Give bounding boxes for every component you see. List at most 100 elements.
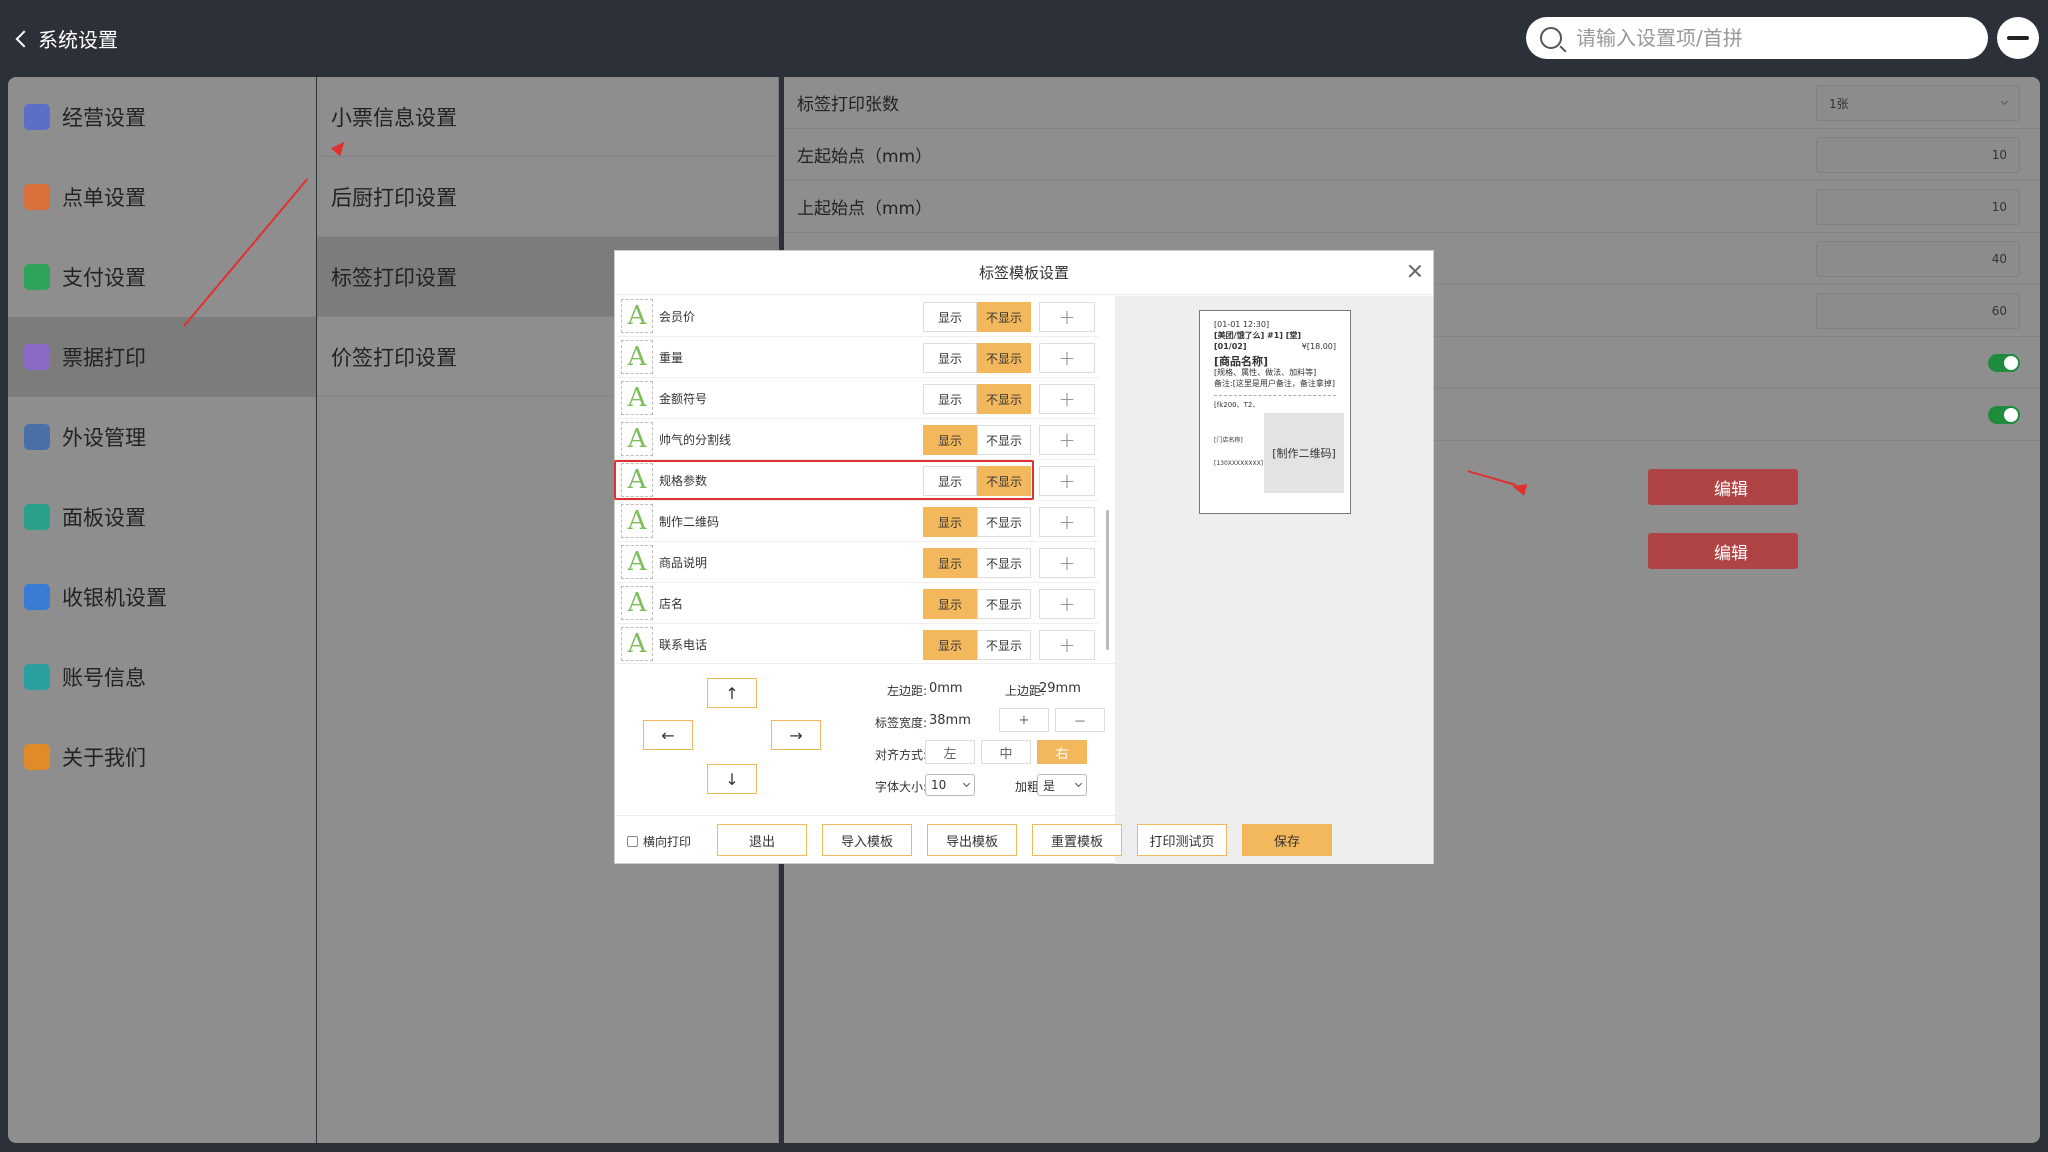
field-name: 商品说明 (659, 555, 708, 570)
hide-button[interactable]: 不显示 (977, 384, 1031, 414)
printer-icon (24, 344, 50, 370)
sidebar-item-3[interactable]: 票据打印 (8, 317, 316, 397)
hide-button[interactable]: 不显示 (977, 343, 1031, 373)
landscape-print-label: 横向打印 (643, 835, 692, 849)
bold-select[interactable]: 是 (1037, 774, 1087, 796)
settings-value-input[interactable]: 40 (1816, 241, 2020, 277)
sidebar-item-5[interactable]: 面板设置 (8, 477, 316, 557)
hide-button[interactable]: 不显示 (977, 589, 1031, 619)
toggle-switch[interactable] (1988, 354, 2020, 372)
settings-row-value: 40 (1991, 252, 2007, 266)
show-button[interactable]: 显示 (923, 548, 977, 578)
preview-price: ¥[18.00] (1301, 342, 1336, 351)
search-icon (1540, 27, 1562, 49)
show-button[interactable]: 显示 (923, 507, 977, 537)
settings-row-value: 60 (1991, 304, 2007, 318)
sidebar-item-8[interactable]: 关于我们 (8, 717, 316, 797)
show-button[interactable]: 显示 (923, 630, 977, 660)
settings-row-label: 上起始点（mm） (797, 199, 933, 219)
sidebar-item-4[interactable]: 外设管理 (8, 397, 316, 477)
hide-button[interactable]: 不显示 (977, 630, 1031, 660)
reset-template-button[interactable]: 重置模板 (1032, 824, 1122, 856)
close-icon[interactable] (1407, 263, 1423, 279)
show-button[interactable]: 显示 (923, 425, 977, 455)
edit-button-2[interactable]: 编辑 (1648, 533, 1798, 569)
submenu-item-0[interactable]: 小票信息设置 (317, 77, 778, 157)
width-increase-button[interactable]: + (999, 708, 1049, 732)
add-button[interactable]: + (1039, 302, 1095, 332)
exit-button[interactable]: 退出 (717, 824, 807, 856)
minimize-button[interactable] (1997, 17, 2039, 59)
text-field-icon: A (621, 504, 653, 538)
save-button[interactable]: 保存 (1242, 824, 1332, 856)
bold-label: 加粗: (1014, 780, 1043, 794)
search-input[interactable] (1576, 26, 1956, 50)
hide-button[interactable]: 不显示 (977, 302, 1031, 332)
font-size-select[interactable]: 10 (925, 774, 975, 796)
print-count-select[interactable]: 1张 (1816, 85, 2020, 121)
sidebar-item-0[interactable]: 经营设置 (8, 77, 316, 157)
settings-value-input[interactable]: 10 (1816, 189, 2020, 225)
move-left-button[interactable]: ← (643, 720, 693, 750)
align-right-button[interactable]: 右 (1037, 740, 1087, 764)
field-list: A 会员价 显示 不显示 + A 重量 显示 不显示 + A 金额符号 显示 不显示 + A 帅气的分割线 显示不… (617, 296, 1099, 662)
show-button[interactable]: 显示 (923, 466, 977, 496)
add-button[interactable]: + (1039, 589, 1095, 619)
print-test-page-button[interactable]: 打印测试页 (1137, 824, 1227, 856)
top-bar: 系统设置 (0, 0, 2048, 76)
settings-value-input[interactable]: 10 (1816, 137, 2020, 173)
settings-row: 标签打印张数 1张 (784, 77, 2040, 129)
width-decrease-button[interactable]: － (1055, 708, 1105, 732)
add-button[interactable]: + (1039, 466, 1095, 496)
field-list-scrollbar[interactable] (1106, 510, 1109, 650)
export-template-button[interactable]: 导出模板 (927, 824, 1017, 856)
sidebar-item-6[interactable]: 收银机设置 (8, 557, 316, 637)
sidebar-item-2[interactable]: 支付设置 (8, 237, 316, 317)
toggle-switch[interactable] (1988, 406, 2020, 424)
sidebar-item-label: 面板设置 (62, 506, 146, 530)
settings-value-input[interactable]: 60 (1816, 293, 2020, 329)
edit-button-1[interactable]: 编辑 (1648, 469, 1798, 505)
sidebar-item-1[interactable]: 点单设置 (8, 157, 316, 237)
field-row: A 帅气的分割线 显示 不显示 + (617, 419, 1099, 460)
move-right-button[interactable]: → (771, 720, 821, 750)
settings-row-value: 10 (1991, 200, 2007, 214)
sidebar-item-7[interactable]: 账号信息 (8, 637, 316, 717)
panel-icon (24, 504, 50, 530)
hide-button[interactable]: 不显示 (977, 507, 1031, 537)
align-center-button[interactable]: 中 (981, 740, 1031, 764)
search-bar[interactable] (1526, 17, 1988, 59)
landscape-print-checkbox[interactable]: 横向打印 (627, 833, 691, 850)
add-button[interactable]: + (1039, 384, 1095, 414)
add-button[interactable]: + (1039, 548, 1095, 578)
field-name: 会员价 (659, 309, 696, 324)
preview-platform: [美团/饿了么] #1] [堂] (1214, 331, 1302, 340)
preview-note: 备注:[这里是用户备注，备注拿掉] (1214, 379, 1335, 388)
move-down-button[interactable]: ↓ (707, 764, 757, 794)
checkbox-icon[interactable] (627, 836, 638, 847)
chevron-down-icon (1074, 779, 1083, 788)
text-field-icon: A (621, 586, 653, 620)
import-template-button[interactable]: 导入模板 (822, 824, 912, 856)
hide-button[interactable]: 不显示 (977, 466, 1031, 496)
submenu-item-1[interactable]: 后厨打印设置 (317, 157, 778, 237)
move-up-button[interactable]: ↑ (707, 678, 757, 708)
label-preview: [01-01 12:30] [美团/饿了么] #1] [堂] [01/02] ¥… (1199, 310, 1351, 514)
font-size-value: 10 (931, 778, 947, 792)
show-button[interactable]: 显示 (923, 384, 977, 414)
settings-row-label: 左起始点（mm） (797, 147, 933, 167)
field-name: 联系电话 (659, 637, 708, 652)
show-button[interactable]: 显示 (923, 343, 977, 373)
submenu-item-3[interactable]: 价签打印设置 (317, 317, 778, 397)
hide-button[interactable]: 不显示 (977, 425, 1031, 455)
add-button[interactable]: + (1039, 630, 1095, 660)
add-button[interactable]: + (1039, 507, 1095, 537)
add-button[interactable]: + (1039, 343, 1095, 373)
show-button[interactable]: 显示 (923, 302, 977, 332)
add-button[interactable]: + (1039, 425, 1095, 455)
align-left-button[interactable]: 左 (925, 740, 975, 764)
preview-time: [01-01 12:30] (1214, 320, 1270, 329)
hide-button[interactable]: 不显示 (977, 548, 1031, 578)
show-button[interactable]: 显示 (923, 589, 977, 619)
back-button[interactable]: 系统设置 (14, 24, 118, 53)
